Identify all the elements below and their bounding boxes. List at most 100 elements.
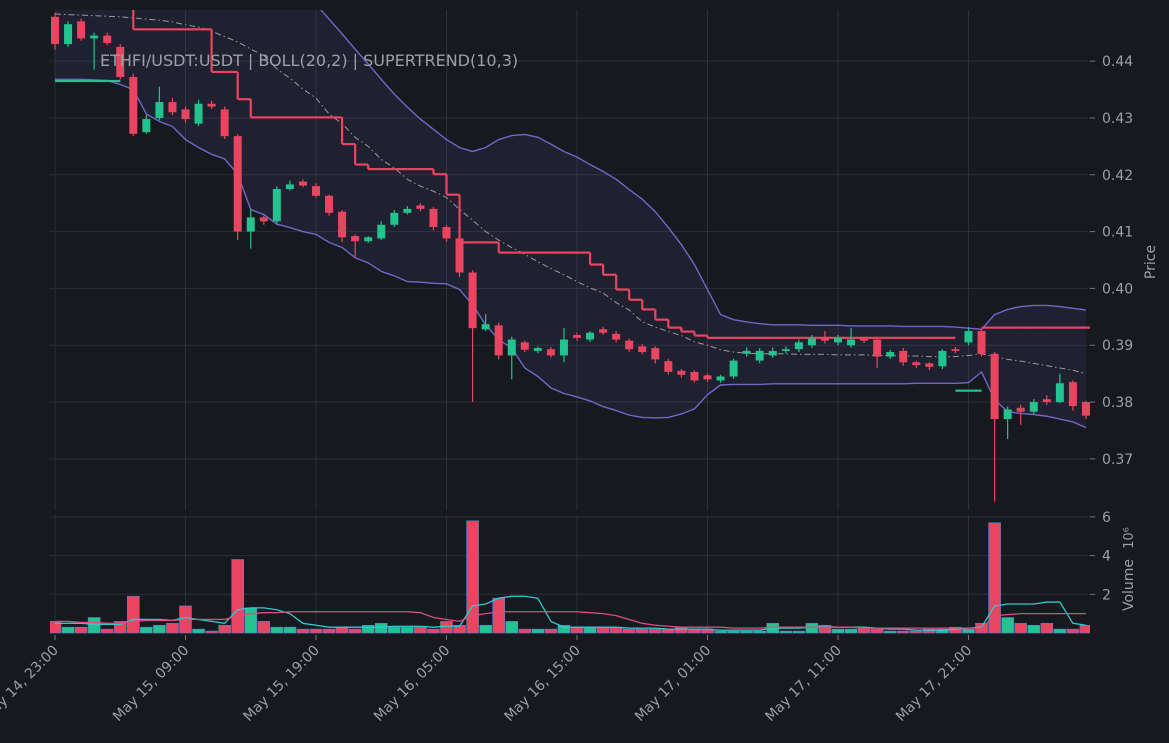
volume-bar	[622, 628, 636, 634]
candle-body	[664, 361, 673, 372]
volume-bar	[427, 628, 440, 634]
volume-bar	[909, 630, 923, 634]
candle-body	[716, 376, 725, 381]
volume-bar	[61, 626, 75, 634]
volume-bar	[844, 628, 858, 634]
volume-bar	[779, 630, 793, 634]
volume-bar	[570, 626, 584, 634]
candle-body	[938, 350, 947, 367]
volume-bar	[596, 626, 610, 634]
y-tick-label: 0.43	[1102, 111, 1133, 127]
volume-bar	[831, 628, 845, 634]
candle-body	[207, 103, 216, 107]
candle-body	[90, 35, 99, 39]
candle-body	[468, 272, 477, 329]
volume-bar	[1079, 624, 1090, 634]
candle-body	[403, 208, 412, 213]
x-tick-label: May 17, 01:00	[632, 643, 714, 725]
candle-body	[768, 350, 777, 356]
candle-body	[325, 195, 334, 213]
volume-bar	[231, 559, 244, 634]
candle-body	[1068, 382, 1077, 407]
candle-body	[390, 212, 399, 225]
candle-body	[220, 109, 229, 137]
candle-body	[990, 353, 999, 420]
candle-body	[912, 362, 921, 366]
candle-body	[233, 136, 242, 232]
volume-bar	[635, 628, 649, 634]
x-tick-label: May 17, 21:00	[893, 643, 975, 725]
volume-bar	[1001, 617, 1014, 634]
candle-body	[847, 339, 856, 346]
candle-body	[533, 348, 542, 351]
bollinger-line	[55, 78, 1087, 429]
y-tick-label: 0.38	[1102, 395, 1133, 411]
y-tick-label: 0.44	[1102, 54, 1133, 70]
candle-body	[64, 24, 73, 45]
candle-body	[1029, 402, 1038, 412]
price-panel	[51, 10, 1090, 502]
candle-body	[481, 324, 490, 330]
band-fill	[55, 10, 1086, 428]
candle-body	[298, 181, 307, 186]
x-tick-label: May 15, 09:00	[110, 643, 192, 725]
volume-bar	[374, 623, 388, 634]
volume-bar	[753, 630, 767, 634]
volume-bar	[348, 628, 362, 634]
volume-bar	[205, 630, 218, 634]
candle-body	[364, 237, 373, 242]
volume-bar	[648, 628, 662, 634]
volume-bar	[962, 628, 975, 634]
candle-body	[442, 227, 451, 239]
candle-body	[677, 370, 686, 375]
y-tick-label: 0.42	[1102, 168, 1133, 184]
chart-title: ETHFI/USDT:USDT | BOLL(20,2) | SUPERTREN…	[100, 51, 518, 70]
grid	[50, 10, 1090, 633]
candle-body	[1081, 402, 1090, 416]
y-tick-label: 0.40	[1102, 281, 1133, 297]
candle-body	[168, 102, 177, 113]
volume-bar	[322, 628, 336, 634]
candle-body	[651, 348, 660, 360]
candle-body	[586, 332, 595, 340]
candle-body	[742, 350, 751, 354]
candle-body	[729, 360, 738, 377]
volume-bar	[544, 628, 558, 634]
candle-body	[194, 103, 203, 124]
candle-body	[820, 338, 829, 341]
volume-bar	[113, 621, 127, 634]
volume-bar	[309, 628, 323, 634]
candle-body	[116, 46, 125, 78]
candle-body	[860, 338, 869, 341]
x-tick-label: May 16, 15:00	[501, 643, 583, 725]
volume-bar	[557, 624, 571, 634]
volume-bar	[896, 630, 910, 634]
volume-bar	[166, 623, 179, 634]
volume-bar	[401, 626, 414, 634]
volume-bar	[583, 626, 597, 634]
volume-bar	[518, 628, 532, 634]
volume-bar	[100, 628, 114, 634]
candle-body	[155, 102, 164, 118]
candle-body	[755, 350, 764, 361]
volume-bar	[257, 621, 271, 634]
candle-body	[103, 35, 112, 43]
candle-body	[977, 331, 986, 354]
volume-bar	[361, 624, 375, 634]
volume-bar	[387, 626, 401, 634]
candle-body	[1042, 399, 1051, 403]
candle-body	[1016, 407, 1025, 412]
y-tick-label: 4	[1102, 549, 1111, 565]
candle-body	[794, 342, 803, 350]
volume-bar	[870, 628, 884, 634]
volume-bar	[414, 626, 427, 634]
volume-bar	[1040, 623, 1054, 634]
candle-body	[638, 346, 647, 353]
candle-body	[599, 329, 608, 333]
volume-bar	[1066, 628, 1080, 634]
volume-bar	[740, 630, 753, 634]
candle-body	[781, 349, 790, 351]
volume-bar	[192, 628, 205, 634]
